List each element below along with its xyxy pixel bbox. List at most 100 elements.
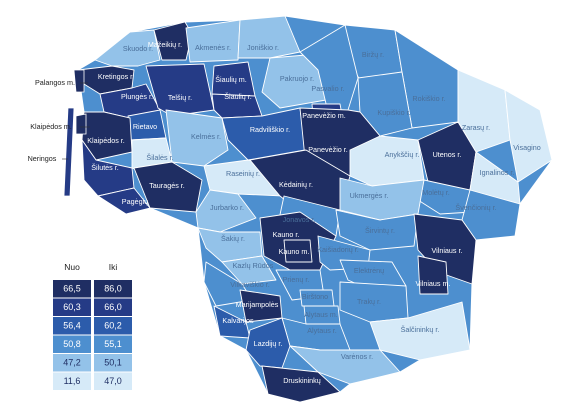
region-label-sirvintu-r: Širvintų r. [365,226,395,235]
region-label-pagegiu: Pagėgių [122,197,148,206]
region-label-visagino: Visagino [513,143,540,152]
legend-col-to-header: Iki [109,262,118,272]
region-varenos-r [289,345,401,385]
region-label-rietavo: Rietavo [133,122,157,131]
legend-swatch-to [94,354,132,372]
region-label-lazdiju-r: Lazdijų r. [254,339,283,348]
outside-label-neringos: Neringos [28,154,57,163]
legend-col-from-header: Nuo [64,262,80,272]
region-label-pakruojo-r: Pakruojo r. [280,74,314,83]
region-label-mazeikiu-r: Mažeikių r. [148,40,182,49]
region-label-salcininku-r: Šalčininkų r. [401,325,440,334]
region-label-panevezio-m: Panevėžio m. [302,111,346,120]
legend-swatch-from [53,372,91,390]
legend-swatch-from [53,280,91,298]
region-label-kretingos-r: Kretingos r. [98,72,134,81]
region-kauno-m [283,239,313,263]
region-vilkaviskio-r [203,261,253,307]
region-label-kupiskio-r: Kupiškio r. [377,108,410,117]
legend-from-value: 11,6 [64,376,81,386]
legend-to-value: 66,0 [104,302,122,312]
region-label-silutes-r: Šilutės r. [91,163,119,172]
legend-to-value: 47,0 [104,376,122,386]
region-label-kelmes-r: Kelmės r. [191,132,221,141]
legend-to-value: 50,1 [104,358,122,368]
region-label-vilniaus-r: Vilniaus r. [431,246,462,255]
region-label-utenos-r: Utenos r. [433,150,462,159]
region-label-kedainiu-r: Kėdainių r. [279,180,313,189]
region-visagino [504,89,553,183]
outside-label-klaipedos-m: Klaipėdos m. [30,122,72,131]
region-label-raseiniu-r: Raseinių r. [226,169,260,178]
legend-from-value: 47,2 [63,358,81,368]
region-label-skuodo-r: Skuodo r. [123,44,153,53]
region-label-anyksciu-r: Anykščių r. [385,150,420,159]
region-label-panevezio-r: Panevėžio r. [308,145,348,154]
region-label-kalvarijos: Kalvarijos [222,316,254,325]
legend: Nuo Iki 66,5 86,0 60,3 66,0 56,4 60,2 50,8 55,1 47… [53,262,132,390]
region-druskininku [261,365,341,403]
legend-swatch-from [53,335,91,353]
legend-swatch-to [94,317,132,335]
region-neringos-strip [63,107,75,197]
region-kazlu-rudos [221,255,277,285]
region-pagegiu [97,187,151,215]
region-label-zarasu-r: Zarasų r. [462,123,490,132]
region-kupiskio-r [357,71,413,137]
region-rokiskio-r [394,29,459,129]
region-klaipedos-m [75,113,87,135]
region-label-siauliu-m: Šiaulių m. [215,75,247,84]
region-telsiu-r [145,63,215,117]
region-label-joniskio-r: Joniškio r. [247,43,279,52]
region-label-sakiu-r: Šakių r. [221,234,245,243]
region-label-kazlu-rudos: Kazlų Rūdos [233,261,274,270]
legend-swatch-to [94,372,132,390]
region-label-radviliskio-r: Radviliškio r. [250,125,290,134]
region-label-taurages-r: Tauragės r. [149,181,185,190]
region-joniskio-r [237,15,301,59]
legend-to-value: 55,1 [104,339,122,349]
region-label-jurbarko-r: Jurbarko r. [210,203,244,212]
region-sirvintu-r [335,209,419,251]
legend-swatch-from [53,354,91,372]
region-label-birzu-r: Biržų r. [362,50,384,59]
legend-to-value: 60,2 [104,321,122,331]
region-label-prienu-r: Prienų r. [283,275,310,284]
region-label-svencioniu-r: Švenčionių r. [455,203,496,212]
region-vilniaus-r [413,213,477,285]
region-label-ignalinos-r: Ignalinos r. [480,168,515,177]
region-label-druskininku: Druskininkų [283,376,321,385]
region-label-kauno-m: Kauno m. [279,247,310,256]
region-label-akmenes-r: Akmenės r. [195,43,231,52]
region-label-kaisiadoriu-r: Kaišiadorių r. [317,245,359,254]
legend-from-value: 66,5 [63,284,81,294]
region-palangos-m [73,69,85,93]
region-label-alytaus-m: Alytaus m. [304,310,338,319]
region-label-siauliu-r: Šiaulių r. [224,92,252,101]
legend-swatch-to [94,298,132,316]
legend-swatch-from [53,298,91,316]
region-label-vilniaus-m: Vilniaus m. [415,279,450,288]
region-label-pasvalio-r: Pasvalio r. [311,84,344,93]
region-zarasu-r [457,69,511,153]
region-label-elektrenu: Elektrėnų [354,266,384,275]
legend-from-value: 56,4 [63,321,81,331]
region-label-ukmerges-r: Ukmergės r. [350,191,389,200]
region-label-silales-r: Šilalės r. [146,153,173,162]
region-label-marijampoles: Marijampolės [236,300,279,309]
region-akmenes-r [185,19,241,63]
region-label-plunges-r: Plungės r. [121,92,153,101]
region-label-kauno-r: Kauno r. [273,230,300,239]
outside-label-palangos-m: Palangos m. [35,78,75,87]
region-taurages-r [133,161,203,213]
region-label-alytaus-r: Alytaus r. [307,326,337,335]
region-label-moletu-r: Molėtų r. [422,188,450,197]
legend-swatch-from [53,317,91,335]
region-label-varenos-r: Varėnos r. [341,352,373,361]
region-kelmes-r [165,109,229,167]
region-label-klaipedos-r: Klaipėdos r. [87,136,125,145]
region-label-vilkaviskio-r: Vilkaviškio r. [230,280,269,289]
legend-from-value: 60,3 [63,302,81,312]
region-label-rokiskio-r: Rokiškio r. [412,94,445,103]
